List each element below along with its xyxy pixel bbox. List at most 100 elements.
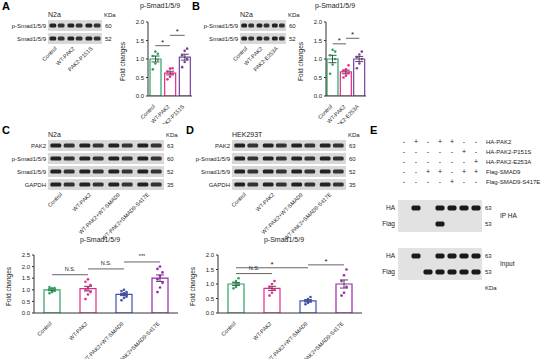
svg-text:-: -	[439, 148, 442, 155]
svg-text:2.0: 2.0	[314, 19, 323, 25]
svg-text:KDa: KDa	[348, 132, 360, 138]
svg-text:+: +	[474, 168, 478, 175]
svg-text:-: -	[463, 138, 466, 145]
svg-text:p-Smad1/5/9: p-Smad1/5/9	[12, 156, 47, 162]
svg-text:PAK2-P151S: PAK2-P151S	[158, 103, 185, 124]
svg-text:PAK2: PAK2	[215, 143, 231, 149]
svg-text:PAK2-E253A: PAK2-E253A	[252, 45, 279, 72]
svg-text:PAK2-P151S: PAK2-P151S	[67, 45, 94, 72]
svg-text:Fold changes: Fold changes	[119, 41, 127, 81]
svg-text:GAPDH: GAPDH	[25, 182, 46, 188]
svg-text:KDa: KDa	[166, 132, 178, 138]
svg-text:-: -	[475, 178, 478, 185]
svg-text:0.5: 0.5	[206, 296, 215, 302]
svg-text:*: *	[351, 30, 354, 39]
svg-text:WT-PAK2+SMAD9-S417E: WT-PAK2+SMAD9-S417E	[295, 320, 345, 359]
svg-text:-: -	[451, 148, 454, 155]
svg-text:63: 63	[349, 143, 356, 149]
svg-text:0.5: 0.5	[136, 75, 145, 81]
svg-text:Control: Control	[220, 320, 237, 337]
svg-text:1.0: 1.0	[314, 56, 323, 62]
svg-text:0.0: 0.0	[22, 310, 31, 316]
svg-text:-: -	[403, 168, 406, 175]
svg-text:p-Smad1/5/9: p-Smad1/5/9	[12, 23, 47, 29]
svg-text:Flag-SMAD9: Flag-SMAD9	[486, 169, 521, 175]
svg-text:p-Smad1/5/9: p-Smad1/5/9	[196, 156, 231, 162]
svg-text:0.0: 0.0	[314, 93, 323, 99]
svg-text:KDa: KDa	[485, 285, 497, 291]
svg-text:60: 60	[289, 23, 296, 29]
svg-text:WT-PAK2+SMAD9-S417E: WT-PAK2+SMAD9-S417E	[283, 191, 333, 240]
svg-text:Input: Input	[500, 260, 515, 268]
svg-text:*: *	[161, 38, 164, 47]
svg-text:0.0: 0.0	[136, 93, 145, 99]
svg-text:60: 60	[105, 23, 112, 29]
svg-text:HA: HA	[386, 204, 396, 211]
svg-text:GAPDH: GAPDH	[209, 182, 230, 188]
svg-text:KDa: KDa	[288, 12, 300, 18]
svg-text:2.0: 2.0	[136, 19, 145, 25]
svg-text:2.0: 2.0	[22, 264, 31, 270]
svg-text:Flag: Flag	[382, 220, 395, 228]
svg-text:-: -	[403, 148, 406, 155]
svg-text:HA-PAK2-E253A: HA-PAK2-E253A	[486, 159, 531, 165]
svg-text:Flag-SMAD9-S417E: Flag-SMAD9-S417E	[486, 179, 538, 185]
svg-text:Flag: Flag	[382, 268, 395, 276]
svg-text:-: -	[439, 178, 442, 185]
svg-text:0.0: 0.0	[206, 310, 215, 316]
svg-text:60: 60	[167, 156, 174, 162]
svg-text:N.S.: N.S.	[65, 266, 76, 272]
svg-text:Control: Control	[230, 191, 247, 208]
svg-text:-: -	[427, 138, 430, 145]
svg-text:+: +	[414, 138, 418, 145]
svg-text:+: +	[474, 158, 478, 165]
svg-text:52: 52	[105, 36, 112, 42]
svg-text:Smad1/5/9: Smad1/5/9	[17, 36, 47, 42]
svg-text:52: 52	[349, 169, 356, 175]
svg-text:*: *	[176, 27, 179, 36]
svg-text:Smad1/5/9: Smad1/5/9	[209, 36, 239, 42]
svg-text:60: 60	[349, 156, 356, 162]
svg-text:52: 52	[289, 36, 296, 42]
svg-text:1.0: 1.0	[206, 281, 215, 287]
svg-text:PAK2-E253A: PAK2-E253A	[333, 103, 360, 124]
svg-text:Fold changes: Fold changes	[189, 266, 197, 306]
svg-text:Smad1/5/9: Smad1/5/9	[17, 169, 47, 175]
svg-text:N2a: N2a	[48, 11, 61, 18]
svg-text:Control: Control	[36, 320, 53, 337]
svg-text:0.5: 0.5	[314, 75, 323, 81]
svg-text:-: -	[451, 168, 454, 175]
svg-text:+: +	[450, 138, 454, 145]
svg-text:WT-PAK2: WT-PAK2	[254, 191, 275, 212]
svg-text:2.0: 2.0	[206, 252, 215, 258]
svg-text:-: -	[403, 158, 406, 165]
svg-text:-: -	[439, 158, 442, 165]
svg-text:HA: HA	[386, 252, 396, 259]
svg-text:PAK2: PAK2	[31, 143, 47, 149]
svg-text:1.0: 1.0	[22, 287, 31, 293]
svg-text:-: -	[463, 178, 466, 185]
svg-text:1.5: 1.5	[314, 38, 323, 44]
svg-text:WT-PAK2: WT-PAK2	[252, 320, 273, 341]
svg-text:+: +	[426, 168, 430, 175]
svg-text:-: -	[475, 148, 478, 155]
svg-text:HA-PAK2-P151S: HA-PAK2-P151S	[486, 149, 531, 155]
svg-text:IP HA: IP HA	[500, 212, 518, 219]
svg-text:35: 35	[167, 182, 174, 188]
svg-text:-: -	[403, 178, 406, 185]
svg-text:N.S.: N.S.	[101, 260, 112, 266]
svg-text:53: 53	[485, 269, 492, 275]
svg-text:1.5: 1.5	[136, 38, 145, 44]
svg-text:1.5: 1.5	[206, 267, 215, 273]
svg-text:-: -	[415, 168, 418, 175]
svg-text:0.5: 0.5	[22, 299, 31, 305]
svg-text:1.0: 1.0	[136, 56, 145, 62]
svg-text:-: -	[463, 158, 466, 165]
svg-text:N2a: N2a	[48, 131, 61, 138]
svg-text:53: 53	[485, 221, 492, 227]
svg-text:WT-PAK2+WT-SMAD9: WT-PAK2+WT-SMAD9	[81, 320, 125, 359]
svg-text:-: -	[451, 158, 454, 165]
svg-text:Smad1/5/9: Smad1/5/9	[201, 169, 231, 175]
svg-text:*: *	[338, 36, 341, 45]
svg-text:Control: Control	[41, 45, 58, 62]
